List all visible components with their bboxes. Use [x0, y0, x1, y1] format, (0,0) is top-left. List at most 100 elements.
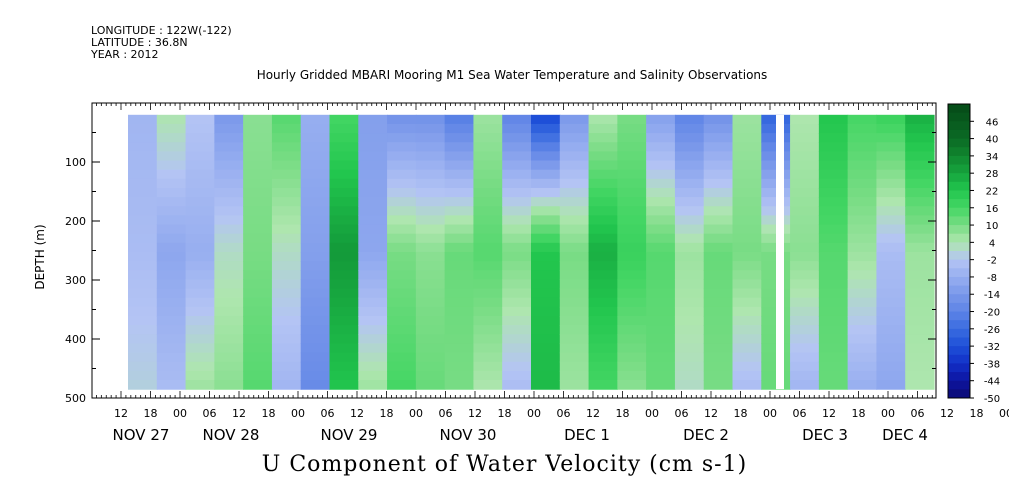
- heatmap-cell: [703, 270, 734, 280]
- heatmap-cell: [674, 343, 705, 354]
- heatmap-cell: [876, 251, 906, 262]
- heatmap-cell: [876, 325, 906, 335]
- heatmap-cell: [761, 315, 791, 326]
- heatmap-cell: [876, 343, 906, 354]
- heatmap-cell: [818, 343, 849, 354]
- x-tick-label: 18: [144, 407, 158, 420]
- heatmap-cell: [617, 206, 647, 216]
- heatmap-cell: [674, 380, 705, 390]
- heatmap-cell: [674, 206, 705, 216]
- heatmap-cell: [358, 297, 388, 308]
- x-tick-label: 00: [173, 407, 187, 420]
- heatmap-cell: [732, 270, 762, 280]
- heatmap-cell: [387, 178, 417, 189]
- heatmap-cell: [444, 197, 475, 207]
- heatmap-cell: [905, 160, 935, 171]
- heatmap-cell: [128, 215, 158, 226]
- heatmap-column: [214, 114, 244, 390]
- x-day-label: NOV 27: [113, 426, 170, 444]
- heatmap-cell: [531, 315, 561, 326]
- heatmap-cell: [473, 151, 503, 162]
- heatmap-cell: [790, 361, 820, 372]
- heatmap-cell: [300, 251, 331, 262]
- heatmap-cell: [531, 370, 561, 381]
- heatmap-cell: [790, 242, 820, 253]
- heatmap-cell: [703, 380, 734, 390]
- heatmap-cell: [185, 261, 215, 271]
- heatmap-cell: [818, 169, 849, 180]
- heatmap-cell: [790, 343, 820, 354]
- heatmap-cell: [387, 169, 417, 180]
- heatmap-cell: [214, 370, 244, 381]
- heatmap-cell: [674, 233, 705, 244]
- heatmap-cell: [876, 206, 906, 216]
- heatmap-column: [703, 114, 734, 390]
- colorbar-label: 4: [989, 238, 995, 249]
- heatmap-cell: [761, 242, 791, 253]
- heatmap-cell: [531, 160, 561, 171]
- heatmap-cell: [703, 361, 734, 372]
- heatmap-cell: [156, 334, 187, 345]
- heatmap-cell: [473, 197, 503, 207]
- heatmap-cell: [559, 133, 590, 143]
- heatmap-cell: [790, 334, 820, 345]
- heatmap-cell: [588, 169, 618, 180]
- heatmap-cell: [761, 224, 791, 235]
- heatmap-cell: [300, 169, 331, 180]
- y-axis: 100 200 300 400 500: [65, 102, 936, 405]
- heatmap-cell: [847, 370, 878, 381]
- heatmap-cell: [502, 114, 532, 125]
- heatmap-cell: [271, 315, 302, 326]
- heatmap-cell: [617, 215, 647, 226]
- heatmap-cell: [847, 361, 878, 372]
- heatmap-cell: [646, 270, 676, 280]
- heatmap-cell: [790, 325, 820, 335]
- x-tick-label: 12: [350, 407, 364, 420]
- heatmap-cell: [674, 325, 705, 335]
- colorbar-bin: [948, 311, 970, 321]
- heatmap-cell: [415, 315, 446, 326]
- heatmap-cell: [905, 261, 935, 271]
- heatmap-cell: [703, 114, 734, 125]
- colorbar-bin: [948, 164, 970, 174]
- heatmap-cell: [156, 352, 187, 363]
- heatmap-cell: [905, 279, 935, 290]
- heatmap-cell: [559, 123, 590, 134]
- heatmap-cell: [271, 224, 302, 235]
- heatmap-cell: [876, 187, 906, 198]
- heatmap-cell: [818, 242, 849, 253]
- heatmap-cell: [761, 233, 791, 244]
- heatmap-cell: [214, 315, 244, 326]
- heatmap-cell: [185, 123, 215, 134]
- heatmap-cell: [243, 325, 273, 335]
- y-tick-label: 400: [65, 333, 86, 346]
- heatmap-cell: [128, 279, 158, 290]
- heatmap-cell: [617, 142, 647, 152]
- heatmap-cell: [300, 288, 331, 299]
- heatmap-cell: [646, 114, 676, 125]
- x-tick-label: 12: [822, 407, 836, 420]
- heatmap-cell: [329, 224, 359, 235]
- heatmap-cell: [185, 169, 215, 180]
- heatmap-cell: [646, 233, 676, 244]
- heatmap-cell: [444, 114, 475, 125]
- heatmap-column: [732, 114, 762, 390]
- heatmap-cell: [905, 169, 935, 180]
- heatmap-cell: [156, 215, 187, 226]
- heatmap-cell: [214, 123, 244, 134]
- heatmap-cell: [588, 306, 618, 317]
- heatmap-cell: [847, 224, 878, 235]
- heatmap-cell: [185, 315, 215, 326]
- heatmap-cell: [387, 224, 417, 235]
- colorbar-bin: [948, 225, 970, 235]
- heatmap-cell: [818, 178, 849, 189]
- heatmap-column: [847, 114, 878, 390]
- x-tick-label: 06: [203, 407, 217, 420]
- heatmap-cell: [502, 142, 532, 152]
- heatmap-cell: [214, 169, 244, 180]
- colorbar-label: -2: [987, 256, 997, 267]
- heatmap-cell: [847, 151, 878, 162]
- heatmap-cell: [646, 261, 676, 271]
- colorbar-bin: [948, 121, 970, 131]
- heatmap-cell: [617, 380, 647, 390]
